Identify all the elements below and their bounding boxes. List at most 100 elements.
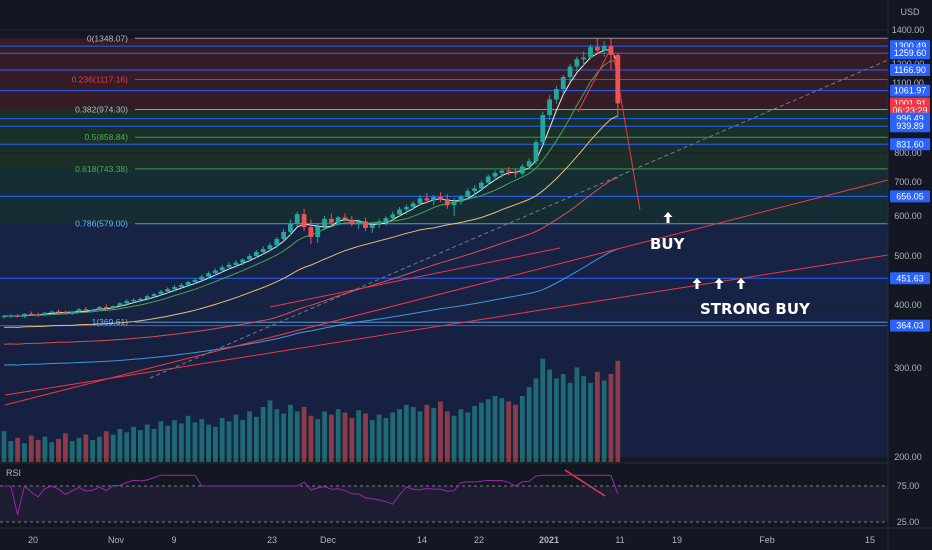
candle-body	[28, 313, 34, 315]
volume-bar	[62, 433, 68, 462]
strong-buy-label: STRONG BUY	[700, 300, 811, 318]
volume-bar	[499, 398, 505, 462]
time-axis-ticks[interactable]: 20 Nov 9 23 Dec 14 22 2021 11 19 Feb 15	[28, 535, 875, 545]
volume-bar	[444, 411, 450, 462]
candle-body	[383, 218, 389, 222]
candles[interactable]	[1, 37, 621, 319]
volume-bar	[547, 369, 552, 462]
volume-bar	[560, 374, 566, 462]
candle-body	[219, 267, 225, 271]
volume-bar	[485, 399, 491, 462]
time-tick-label: Nov	[108, 535, 125, 545]
volume-bar	[581, 376, 587, 462]
volume-bar	[274, 409, 280, 462]
candle-body	[213, 270, 218, 274]
candle-body	[151, 294, 157, 297]
volume-bar	[90, 440, 96, 462]
volume-bar	[240, 420, 246, 462]
volume-bar	[322, 411, 327, 462]
candle-body	[56, 311, 61, 313]
volume-bar	[424, 404, 430, 462]
candle-body	[315, 226, 321, 238]
candle-body	[465, 191, 471, 197]
candle-body	[594, 47, 600, 51]
candle-body	[554, 88, 559, 100]
price-tag-label: 831.60	[896, 139, 924, 149]
currency-label: USD	[900, 7, 920, 17]
price-tag	[890, 63, 930, 76]
volume-bar	[588, 382, 593, 462]
volume-bar	[144, 424, 150, 462]
candle-body	[253, 252, 259, 256]
candle-body	[601, 46, 607, 51]
volume-bars	[1, 358, 621, 462]
candle-body	[615, 54, 621, 104]
volume-bar	[294, 411, 300, 462]
volume-bar	[526, 387, 532, 462]
up-arrow-icon	[663, 212, 673, 223]
candle-body	[49, 311, 55, 313]
volume-bar	[260, 407, 266, 462]
candle-body	[356, 221, 362, 225]
candle-body	[260, 249, 266, 253]
candle-body	[369, 224, 375, 228]
price-tag	[890, 190, 930, 203]
candle-body	[335, 217, 341, 223]
candle-body	[424, 198, 430, 201]
time-tick-label: 19	[672, 535, 682, 545]
time-tick-label: Dec	[320, 535, 337, 545]
candle-body	[533, 142, 539, 162]
candle-body	[540, 115, 546, 143]
volume-bar	[574, 367, 580, 462]
volume-bar	[76, 437, 82, 462]
volume-bar	[199, 419, 205, 462]
rsi-line	[4, 474, 619, 515]
candle-body	[403, 206, 409, 210]
price-tick-label: 1100.00	[892, 78, 924, 88]
candle-body	[90, 309, 96, 311]
volume-bar	[301, 407, 307, 462]
volume-bar	[533, 378, 539, 462]
volume-bar	[315, 419, 321, 462]
candle-body	[206, 273, 211, 277]
candle-body	[240, 259, 246, 263]
rsi-band	[0, 486, 888, 522]
candle-body	[431, 197, 437, 201]
candle-body	[158, 291, 164, 295]
volume-bar	[69, 441, 75, 462]
candle-body	[124, 301, 130, 304]
price-tag	[890, 138, 930, 151]
time-tick-label: 2021	[539, 535, 559, 545]
price-tick-label: 800.00	[894, 148, 922, 158]
price-tag	[890, 120, 930, 133]
price-tag-label: 1166.90	[894, 65, 926, 75]
fib-zone	[0, 79, 888, 110]
candle-body	[172, 286, 177, 290]
price-tag-label: 364.03	[896, 321, 924, 331]
volume-bar	[594, 371, 600, 462]
candle-body	[547, 99, 552, 116]
fib-label: 0(1348.07)	[87, 33, 128, 43]
candle-body	[97, 307, 102, 310]
volume-bar	[247, 411, 252, 462]
candle-body	[322, 218, 327, 227]
price-tick-label: 1200.00	[892, 59, 925, 69]
candle-body	[479, 182, 484, 189]
fib-label: 0.618(743.38)	[75, 164, 128, 174]
candle-body	[247, 255, 252, 260]
candle-body	[110, 305, 116, 309]
candle-body	[513, 171, 518, 174]
fib-label: 0.786(579.00)	[75, 219, 128, 229]
time-tick-label: 14	[417, 535, 427, 545]
volume-bar	[15, 437, 21, 462]
volume-bar	[438, 401, 443, 462]
candle-body	[588, 47, 593, 58]
up-arrow-icon	[714, 278, 724, 289]
time-tick-label: 15	[865, 535, 875, 545]
candle-body	[363, 221, 368, 228]
volume-bar	[206, 424, 211, 462]
trend-line	[4, 179, 889, 406]
volume-bar	[97, 436, 102, 462]
